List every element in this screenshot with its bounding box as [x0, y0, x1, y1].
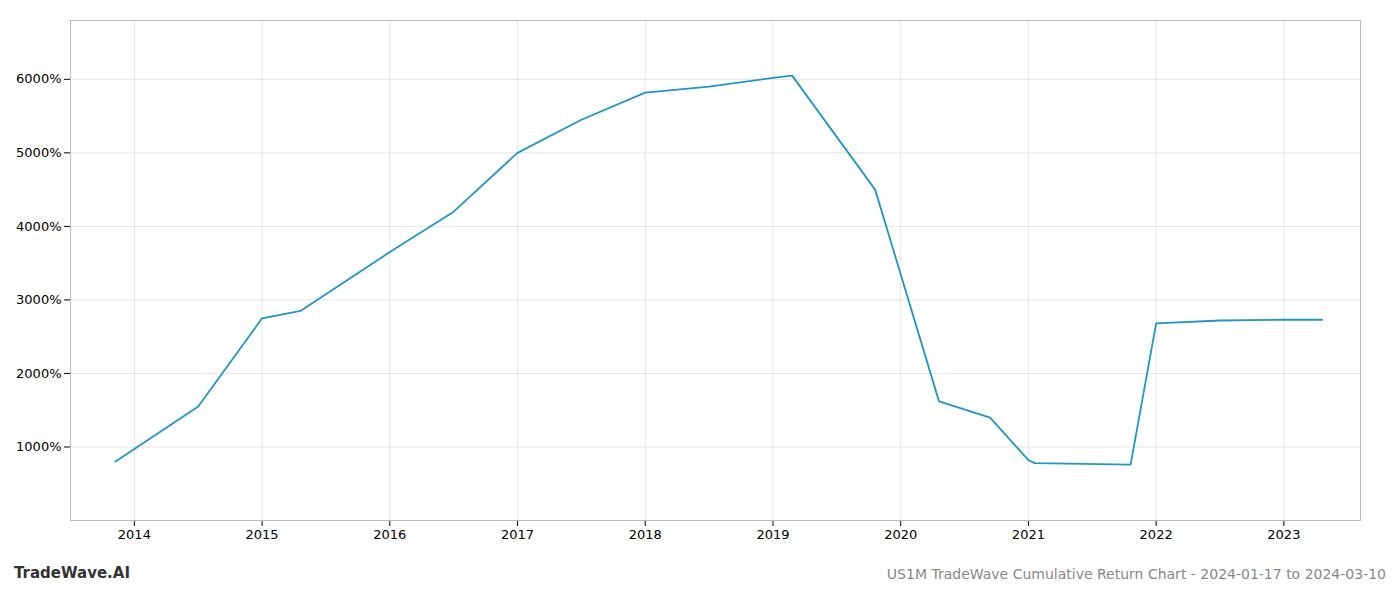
svg-text:2018: 2018 — [629, 527, 662, 542]
svg-text:2000%: 2000% — [16, 366, 61, 381]
svg-text:2019: 2019 — [756, 527, 789, 542]
svg-text:6000%: 6000% — [16, 71, 61, 86]
html-text:US1M TradeWave Cumulative Retu: US1M TradeWave Cumulative Return Chart -… — [886, 566, 1386, 582]
svg-text:2023: 2023 — [1267, 527, 1300, 542]
svg-text:2014: 2014 — [118, 527, 151, 542]
svg-text:3000%: 3000% — [16, 292, 61, 307]
svg-text:2020: 2020 — [884, 527, 917, 542]
html-text:TradeWave.AI: TradeWave.AI — [14, 564, 130, 582]
svg-text:1000%: 1000% — [16, 439, 61, 454]
svg-text:2021: 2021 — [1012, 527, 1045, 542]
svg-text:2016: 2016 — [373, 527, 406, 542]
svg-text:5000%: 5000% — [16, 145, 61, 160]
svg-text:2017: 2017 — [501, 527, 534, 542]
svg-text:2022: 2022 — [1140, 527, 1173, 542]
svg-text:4000%: 4000% — [16, 219, 61, 234]
svg-text:2015: 2015 — [246, 527, 279, 542]
